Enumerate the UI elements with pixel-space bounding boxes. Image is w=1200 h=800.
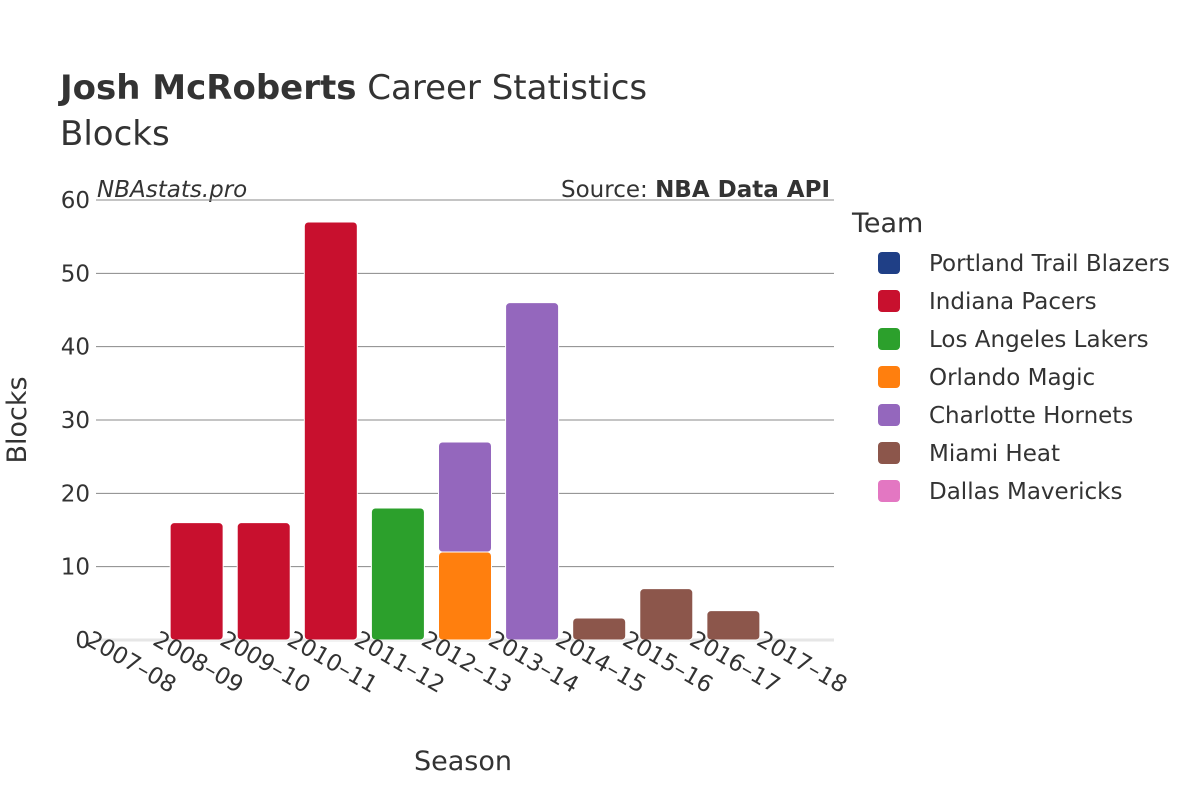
bar-segment[interactable] (639, 588, 694, 641)
source-prefix: Source: (561, 177, 656, 203)
legend-label: Indiana Pacers (929, 289, 1097, 315)
legend-item[interactable]: Dallas Mavericks (852, 473, 1122, 511)
legend-item[interactable]: Indiana Pacers (852, 283, 1097, 321)
chart-title: Josh McRoberts Career Statistics (60, 66, 647, 110)
x-axis-label: Season (414, 746, 512, 777)
y-tick-label: 50 (61, 261, 90, 287)
y-tick-label: 40 (61, 335, 90, 361)
source-name: NBA Data API (655, 177, 830, 203)
y-tick-labels: 0 10 20 30 40 50 60 (61, 188, 90, 654)
legend-item[interactable]: Orlando Magic (852, 359, 1095, 397)
bars (169, 221, 761, 641)
legend-item[interactable]: Portland Trail Blazers (852, 245, 1170, 283)
legend-swatch (878, 404, 900, 426)
y-tick-label: 20 (61, 481, 90, 507)
bar-segment[interactable] (437, 551, 493, 641)
legend-item[interactable]: Los Angeles Lakers (852, 321, 1149, 359)
legend-title: Team (852, 208, 924, 239)
y-tick-label: 0 (75, 628, 90, 654)
watermark: NBAstats.pro (97, 177, 248, 203)
y-tick-label: 60 (61, 188, 90, 214)
legend-item[interactable]: Charlotte Hornets (852, 397, 1133, 435)
y-tick-label: 10 (61, 555, 90, 581)
chart-subtitle: Blocks (60, 114, 170, 154)
legend-item[interactable]: Miami Heat (852, 435, 1060, 473)
legend-swatch (878, 442, 900, 464)
legend-label: Orlando Magic (929, 365, 1096, 391)
legend-label: Portland Trail Blazers (929, 251, 1170, 277)
legend-swatch (878, 328, 900, 350)
bar-segment[interactable] (236, 522, 291, 641)
legend-swatch (878, 290, 900, 312)
y-axis-label: Blocks (2, 376, 33, 463)
title-rest: Career Statistics (356, 68, 648, 108)
legend-swatch (878, 252, 900, 274)
legend-label: Charlotte Hornets (929, 403, 1134, 429)
source-credit: Source: NBA Data API (561, 177, 830, 203)
bar-segment[interactable] (572, 617, 627, 641)
legend-label: Miami Heat (929, 441, 1060, 467)
legend-swatch (878, 480, 900, 502)
bar-segment[interactable] (437, 441, 493, 553)
bar-segment[interactable] (706, 610, 761, 641)
legend-label: Dallas Mavericks (929, 479, 1123, 505)
legend: Team Portland Trail Blazers Indiana Pacer… (852, 208, 1170, 511)
bar-segment[interactable] (169, 522, 224, 641)
player-name: Josh McRoberts (60, 68, 357, 108)
bar-segment[interactable] (303, 221, 358, 641)
legend-label: Los Angeles Lakers (929, 327, 1149, 353)
bar-segment[interactable] (505, 302, 560, 641)
bar-segment[interactable] (370, 507, 425, 641)
y-tick-label: 30 (61, 408, 90, 434)
legend-swatch (878, 366, 900, 388)
